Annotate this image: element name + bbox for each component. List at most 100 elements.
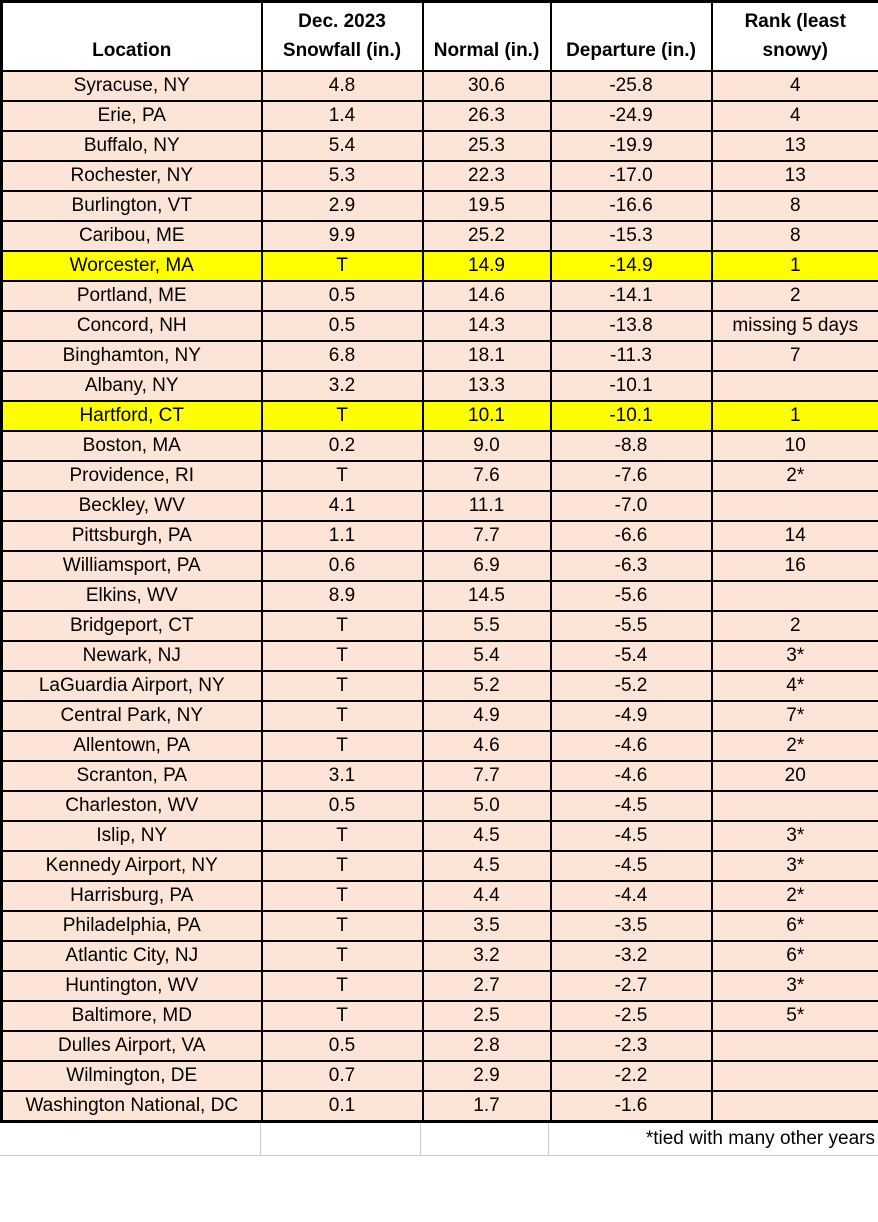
table-row: Kennedy Airport, NY T 4.5 -4.5 3* <box>0 850 878 882</box>
snowfall-cell: 0.5 <box>260 310 424 342</box>
normal-cell: 5.2 <box>421 670 552 702</box>
rank-cell: 14 <box>710 520 878 552</box>
location-cell: Harrisburg, PA <box>0 880 263 912</box>
location-cell: Allentown, PA <box>0 730 263 762</box>
table-row: Atlantic City, NJ T 3.2 -3.2 6* <box>0 940 878 972</box>
location-cell: LaGuardia Airport, NY <box>0 670 263 702</box>
snowfall-cell: T <box>260 700 424 732</box>
normal-cell: 22.3 <box>421 160 552 192</box>
rank-cell: 8 <box>710 220 878 252</box>
table-row: Philadelphia, PA T 3.5 -3.5 6* <box>0 910 878 942</box>
table-row: Albany, NY 3.2 13.3 -10.1 <box>0 370 878 402</box>
normal-cell: 30.6 <box>421 70 552 102</box>
normal-cell: 25.2 <box>421 220 552 252</box>
departure-cell: -4.4 <box>549 880 713 912</box>
table-row: Burlington, VT 2.9 19.5 -16.6 8 <box>0 190 878 222</box>
table-row: Bridgeport, CT T 5.5 -5.5 2 <box>0 610 878 642</box>
col-header-location: Location <box>0 0 263 72</box>
snowfall-cell: 1.1 <box>260 520 424 552</box>
normal-cell: 7.7 <box>421 760 552 792</box>
snowfall-cell: 4.1 <box>260 490 424 522</box>
table-row: Concord, NH 0.5 14.3 -13.8 missing 5 days <box>0 310 878 342</box>
table-row: Washington National, DC 0.1 1.7 -1.6 <box>0 1090 878 1123</box>
rank-cell: 3* <box>710 820 878 852</box>
departure-cell: -2.3 <box>549 1030 713 1062</box>
col-header-rank: Rank (least snowy) <box>710 0 878 72</box>
normal-cell: 5.4 <box>421 640 552 672</box>
location-cell: Pittsburgh, PA <box>0 520 263 552</box>
location-cell: Albany, NY <box>0 370 263 402</box>
table-row: Pittsburgh, PA 1.1 7.7 -6.6 14 <box>0 520 878 552</box>
departure-cell: -5.4 <box>549 640 713 672</box>
snowfall-cell: 3.1 <box>260 760 424 792</box>
snowfall-cell: 3.2 <box>260 370 424 402</box>
departure-cell: -4.5 <box>549 850 713 882</box>
location-cell: Boston, MA <box>0 430 263 462</box>
departure-cell: -5.2 <box>549 670 713 702</box>
header-line: Location <box>92 40 172 61</box>
table-row: Beckley, WV 4.1 11.1 -7.0 <box>0 490 878 522</box>
departure-cell: -16.6 <box>549 190 713 222</box>
footer-spacer-cell <box>0 1123 261 1155</box>
normal-cell: 2.7 <box>421 970 552 1002</box>
table-row: Baltimore, MD T 2.5 -2.5 5* <box>0 1000 878 1032</box>
table-row: Williamsport, PA 0.6 6.9 -6.3 16 <box>0 550 878 582</box>
header-line: snowy) <box>762 40 828 61</box>
rank-cell: 13 <box>710 130 878 162</box>
snowfall-cell: 6.8 <box>260 340 424 372</box>
rank-cell <box>710 580 878 612</box>
snowfall-cell: 2.9 <box>260 190 424 222</box>
departure-cell: -4.6 <box>549 760 713 792</box>
rank-cell <box>710 1030 878 1062</box>
departure-cell: -11.3 <box>549 340 713 372</box>
rank-cell: 4 <box>710 100 878 132</box>
table-row: Providence, RI T 7.6 -7.6 2* <box>0 460 878 492</box>
location-cell: Atlantic City, NJ <box>0 940 263 972</box>
normal-cell: 4.9 <box>421 700 552 732</box>
normal-cell: 4.5 <box>421 850 552 882</box>
location-cell: Hartford, CT <box>0 400 263 432</box>
rank-cell: 7 <box>710 340 878 372</box>
normal-cell: 11.1 <box>421 490 552 522</box>
snowfall-cell: 0.5 <box>260 790 424 822</box>
rank-cell: missing 5 days <box>710 310 878 342</box>
rank-cell: 3* <box>710 850 878 882</box>
col-header-departure: Departure (in.) <box>549 0 713 72</box>
rank-cell: 10 <box>710 430 878 462</box>
header-line: Normal (in.) <box>433 40 540 61</box>
departure-cell: -4.5 <box>549 820 713 852</box>
snowfall-cell: 8.9 <box>260 580 424 612</box>
normal-cell: 5.0 <box>421 790 552 822</box>
snowfall-cell: 0.5 <box>260 280 424 312</box>
rank-cell: 2* <box>710 880 878 912</box>
location-cell: Central Park, NY <box>0 700 263 732</box>
snowfall-cell: 0.5 <box>260 1030 424 1062</box>
location-cell: Philadelphia, PA <box>0 910 263 942</box>
location-cell: Binghamton, NY <box>0 340 263 372</box>
table-row: Charleston, WV 0.5 5.0 -4.5 <box>0 790 878 822</box>
snowfall-table: Location Dec. 2023 Snowfall (in.) Normal… <box>0 0 878 1123</box>
normal-cell: 19.5 <box>421 190 552 222</box>
rank-cell: 3* <box>710 970 878 1002</box>
rank-cell: 1 <box>710 250 878 282</box>
table-row: Dulles Airport, VA 0.5 2.8 -2.3 <box>0 1030 878 1062</box>
departure-cell: -4.6 <box>549 730 713 762</box>
snowfall-cell: 4.8 <box>260 70 424 102</box>
table-row: Wilmington, DE 0.7 2.9 -2.2 <box>0 1060 878 1092</box>
location-cell: Caribou, ME <box>0 220 263 252</box>
departure-cell: -4.5 <box>549 790 713 822</box>
rank-cell: 20 <box>710 760 878 792</box>
departure-cell: -5.5 <box>549 610 713 642</box>
table-row: Islip, NY T 4.5 -4.5 3* <box>0 820 878 852</box>
departure-cell: -4.9 <box>549 700 713 732</box>
normal-cell: 6.9 <box>421 550 552 582</box>
location-cell: Scranton, PA <box>0 760 263 792</box>
location-cell: Islip, NY <box>0 820 263 852</box>
snowfall-cell: T <box>260 250 424 282</box>
location-cell: Kennedy Airport, NY <box>0 850 263 882</box>
snowfall-cell: T <box>260 850 424 882</box>
normal-cell: 18.1 <box>421 340 552 372</box>
rank-cell <box>710 1060 878 1092</box>
rank-cell <box>710 370 878 402</box>
rank-cell <box>710 1090 878 1123</box>
